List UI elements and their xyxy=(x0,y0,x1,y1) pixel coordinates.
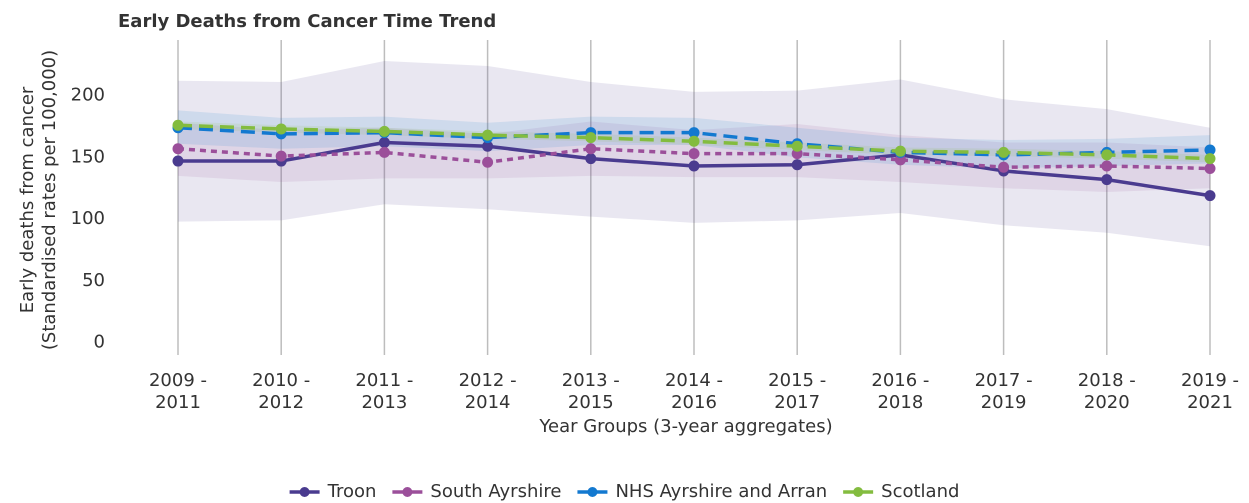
x-tick-label: 2018 -2020 xyxy=(1078,370,1136,413)
x-tick-label: 2017 -2019 xyxy=(975,370,1033,413)
data-point xyxy=(378,137,390,149)
data-point xyxy=(172,119,184,131)
x-axis-label: Year Groups (3-year aggregates) xyxy=(538,416,832,437)
data-point xyxy=(482,156,494,168)
data-point xyxy=(482,140,494,152)
data-point xyxy=(791,140,803,152)
data-point xyxy=(1204,153,1216,165)
data-point xyxy=(688,160,700,172)
data-point xyxy=(1101,149,1113,161)
x-tick-label: 2009 -2011 xyxy=(149,370,207,413)
data-point xyxy=(791,159,803,171)
data-point xyxy=(585,143,597,155)
x-tick-label: 2010 -2012 xyxy=(252,370,310,413)
data-point xyxy=(1204,162,1216,174)
data-point xyxy=(998,146,1010,158)
data-point xyxy=(378,146,390,158)
data-point xyxy=(1204,190,1216,202)
y-tick-label: 50 xyxy=(82,270,105,291)
data-point xyxy=(275,123,287,135)
legend-marker xyxy=(587,487,598,497)
x-tick-label: 2014 -2016 xyxy=(665,370,723,413)
data-point xyxy=(172,143,184,155)
legend-label: NHS Ayrshire and Arran xyxy=(615,481,827,502)
data-point xyxy=(585,153,597,165)
data-point xyxy=(378,125,390,137)
x-tick-label: 2011 -2013 xyxy=(355,370,413,413)
y-tick-label: 150 xyxy=(71,146,105,167)
data-point xyxy=(688,135,700,147)
legend-marker xyxy=(402,487,413,497)
data-point xyxy=(688,148,700,160)
legend: Troon South Ayrshire NHS Ayrshire and Arra… xyxy=(289,481,959,502)
legend-label: South Ayrshire xyxy=(430,481,561,502)
data-point xyxy=(998,161,1010,173)
data-point xyxy=(172,155,184,167)
data-point xyxy=(482,129,494,141)
y-tick-label: 100 xyxy=(71,208,105,229)
data-point xyxy=(275,150,287,162)
data-point xyxy=(1101,174,1113,186)
x-tick-label: 2012 -2014 xyxy=(459,370,517,413)
x-tick-label: 2015 -2017 xyxy=(768,370,826,413)
legend-marker xyxy=(299,487,310,497)
x-tick-label: 2016 -2018 xyxy=(871,370,929,413)
y-axis-label: (Standardised rates per 100,000) xyxy=(39,50,60,350)
y-tick-label: 0 xyxy=(94,332,105,353)
x-tick-label: 2013 -2015 xyxy=(562,370,620,413)
legend-marker xyxy=(853,487,864,497)
data-point xyxy=(1204,144,1216,156)
legend-label: Troon xyxy=(327,481,377,502)
x-tick-label: 2019 -2021 xyxy=(1181,370,1239,413)
y-axis-label: Early deaths from cancer xyxy=(17,86,38,313)
data-point xyxy=(1101,160,1113,172)
data-point xyxy=(585,132,597,144)
data-point xyxy=(688,127,700,139)
data-point xyxy=(894,145,906,157)
legend-label: Scotland xyxy=(881,481,959,502)
y-tick-label: 200 xyxy=(71,85,105,106)
chart-title: Early Deaths from Cancer Time Trend xyxy=(118,11,496,32)
